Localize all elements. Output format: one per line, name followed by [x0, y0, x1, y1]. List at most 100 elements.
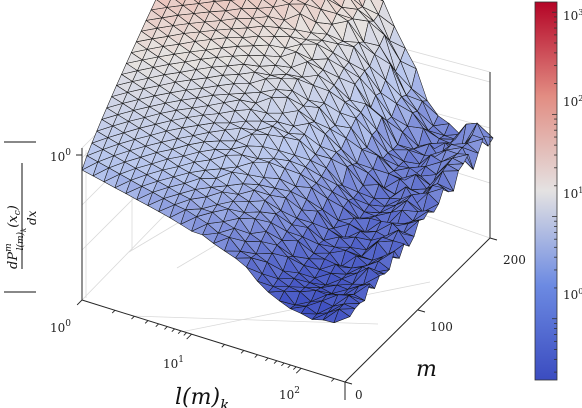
surface-facet — [217, 191, 234, 205]
y-tick-label-2: 200 — [503, 253, 526, 267]
surface-facet — [282, 256, 300, 274]
x-axis-tick — [287, 364, 291, 369]
surface-facet — [334, 236, 351, 248]
surface-facet — [362, 172, 380, 186]
surface-facet — [220, 155, 238, 169]
surface-facet — [442, 164, 459, 172]
x-axis-ticks — [76, 299, 335, 382]
surface-facet — [429, 142, 446, 149]
surface-facet — [280, 47, 297, 58]
surface-facet — [323, 229, 340, 241]
surface-facet — [354, 77, 372, 108]
surface-facet — [286, 67, 303, 78]
surface-facet — [269, 187, 287, 199]
surface-facet — [365, 103, 383, 118]
surface-facet — [134, 127, 151, 140]
surface-facet — [160, 102, 177, 114]
surface-facet — [357, 185, 375, 199]
surface-facet — [249, 71, 266, 84]
surface-facet — [256, 120, 273, 131]
colorbar-tick-label-2: 102 — [563, 94, 582, 109]
surface-facet — [186, 107, 204, 118]
surface-facet — [332, 184, 349, 201]
surface-facet — [380, 79, 397, 104]
surface-facet — [346, 164, 364, 186]
surface-facet — [361, 241, 378, 257]
surface-facet — [119, 161, 136, 175]
surface-facet — [243, 201, 261, 213]
surface-facet — [326, 23, 344, 42]
surface-facet — [300, 166, 317, 184]
colorbar-ticks — [552, 11, 557, 373]
surface-facet — [131, 41, 148, 53]
surface-facet — [173, 166, 190, 178]
surface-facet — [349, 83, 367, 105]
surface-facet — [154, 85, 171, 97]
surface-facet — [343, 295, 361, 305]
surface-facet — [118, 132, 135, 145]
surface-facet — [433, 115, 450, 127]
surface-facet — [278, 136, 295, 156]
surface-facet — [156, 17, 174, 29]
x-axis-tick — [183, 332, 187, 336]
surface-facet — [287, 90, 304, 107]
surface-facet — [176, 99, 193, 111]
surface-facet — [357, 6, 374, 22]
surface-facet — [169, 204, 186, 218]
surface-facet — [362, 260, 379, 268]
surface-facet — [179, 61, 197, 73]
surface-facet — [214, 0, 231, 2]
surface-facet — [241, 0, 258, 9]
surface-facet — [184, 51, 202, 63]
surface-facet — [297, 76, 314, 86]
surface-facet — [336, 6, 353, 20]
surface-facet — [106, 96, 123, 109]
surface-facet — [92, 161, 110, 177]
surface-facet — [344, 99, 362, 113]
surface-facet — [397, 229, 415, 237]
surface-facet — [304, 282, 322, 288]
surface-facet — [226, 171, 244, 186]
surface-facet — [171, 109, 188, 121]
surface-facet — [333, 308, 351, 323]
x-tick-label-2: 102 — [279, 386, 300, 402]
surface-facet — [333, 77, 351, 101]
surface-facet — [156, 141, 173, 153]
surface-facet — [151, 27, 169, 40]
surface-facet — [363, 267, 380, 285]
surface-facet — [296, 209, 313, 224]
surface-facet — [207, 212, 224, 224]
surface-facet — [392, 144, 409, 151]
surface-facet — [209, 149, 227, 161]
surface-facet — [417, 100, 434, 127]
surface-facet — [295, 173, 312, 188]
surface-facet — [397, 131, 414, 150]
surface-facet — [373, 184, 391, 199]
surface-facet — [143, 77, 160, 89]
x-axis-tick — [295, 368, 302, 374]
surface-facet — [189, 161, 206, 173]
surface-facet — [223, 93, 241, 103]
x-axis-tick — [171, 328, 175, 332]
surface-facet — [177, 5, 195, 16]
surface-facet — [290, 29, 307, 40]
surface-facet — [190, 189, 207, 200]
surface-facet — [194, 31, 212, 42]
surface-facet — [251, 253, 268, 263]
surface-facet — [325, 273, 342, 286]
surface-facet — [191, 216, 208, 232]
surface-facet — [305, 160, 322, 177]
surface-facet — [289, 154, 306, 168]
surface-facet — [251, 130, 269, 135]
surface-facet — [311, 182, 328, 199]
surface-facet — [273, 150, 290, 162]
surface-facet — [297, 236, 315, 254]
surface-facet — [327, 52, 345, 69]
colorbar: 103 102 101 100 — [534, 1, 582, 381]
surface-facet — [385, 64, 402, 97]
surface-facet — [285, 36, 302, 49]
surface-facet — [328, 0, 343, 8]
x-axis-tick — [293, 366, 297, 370]
surface-facet — [237, 37, 254, 47]
surface-facet — [310, 22, 328, 35]
